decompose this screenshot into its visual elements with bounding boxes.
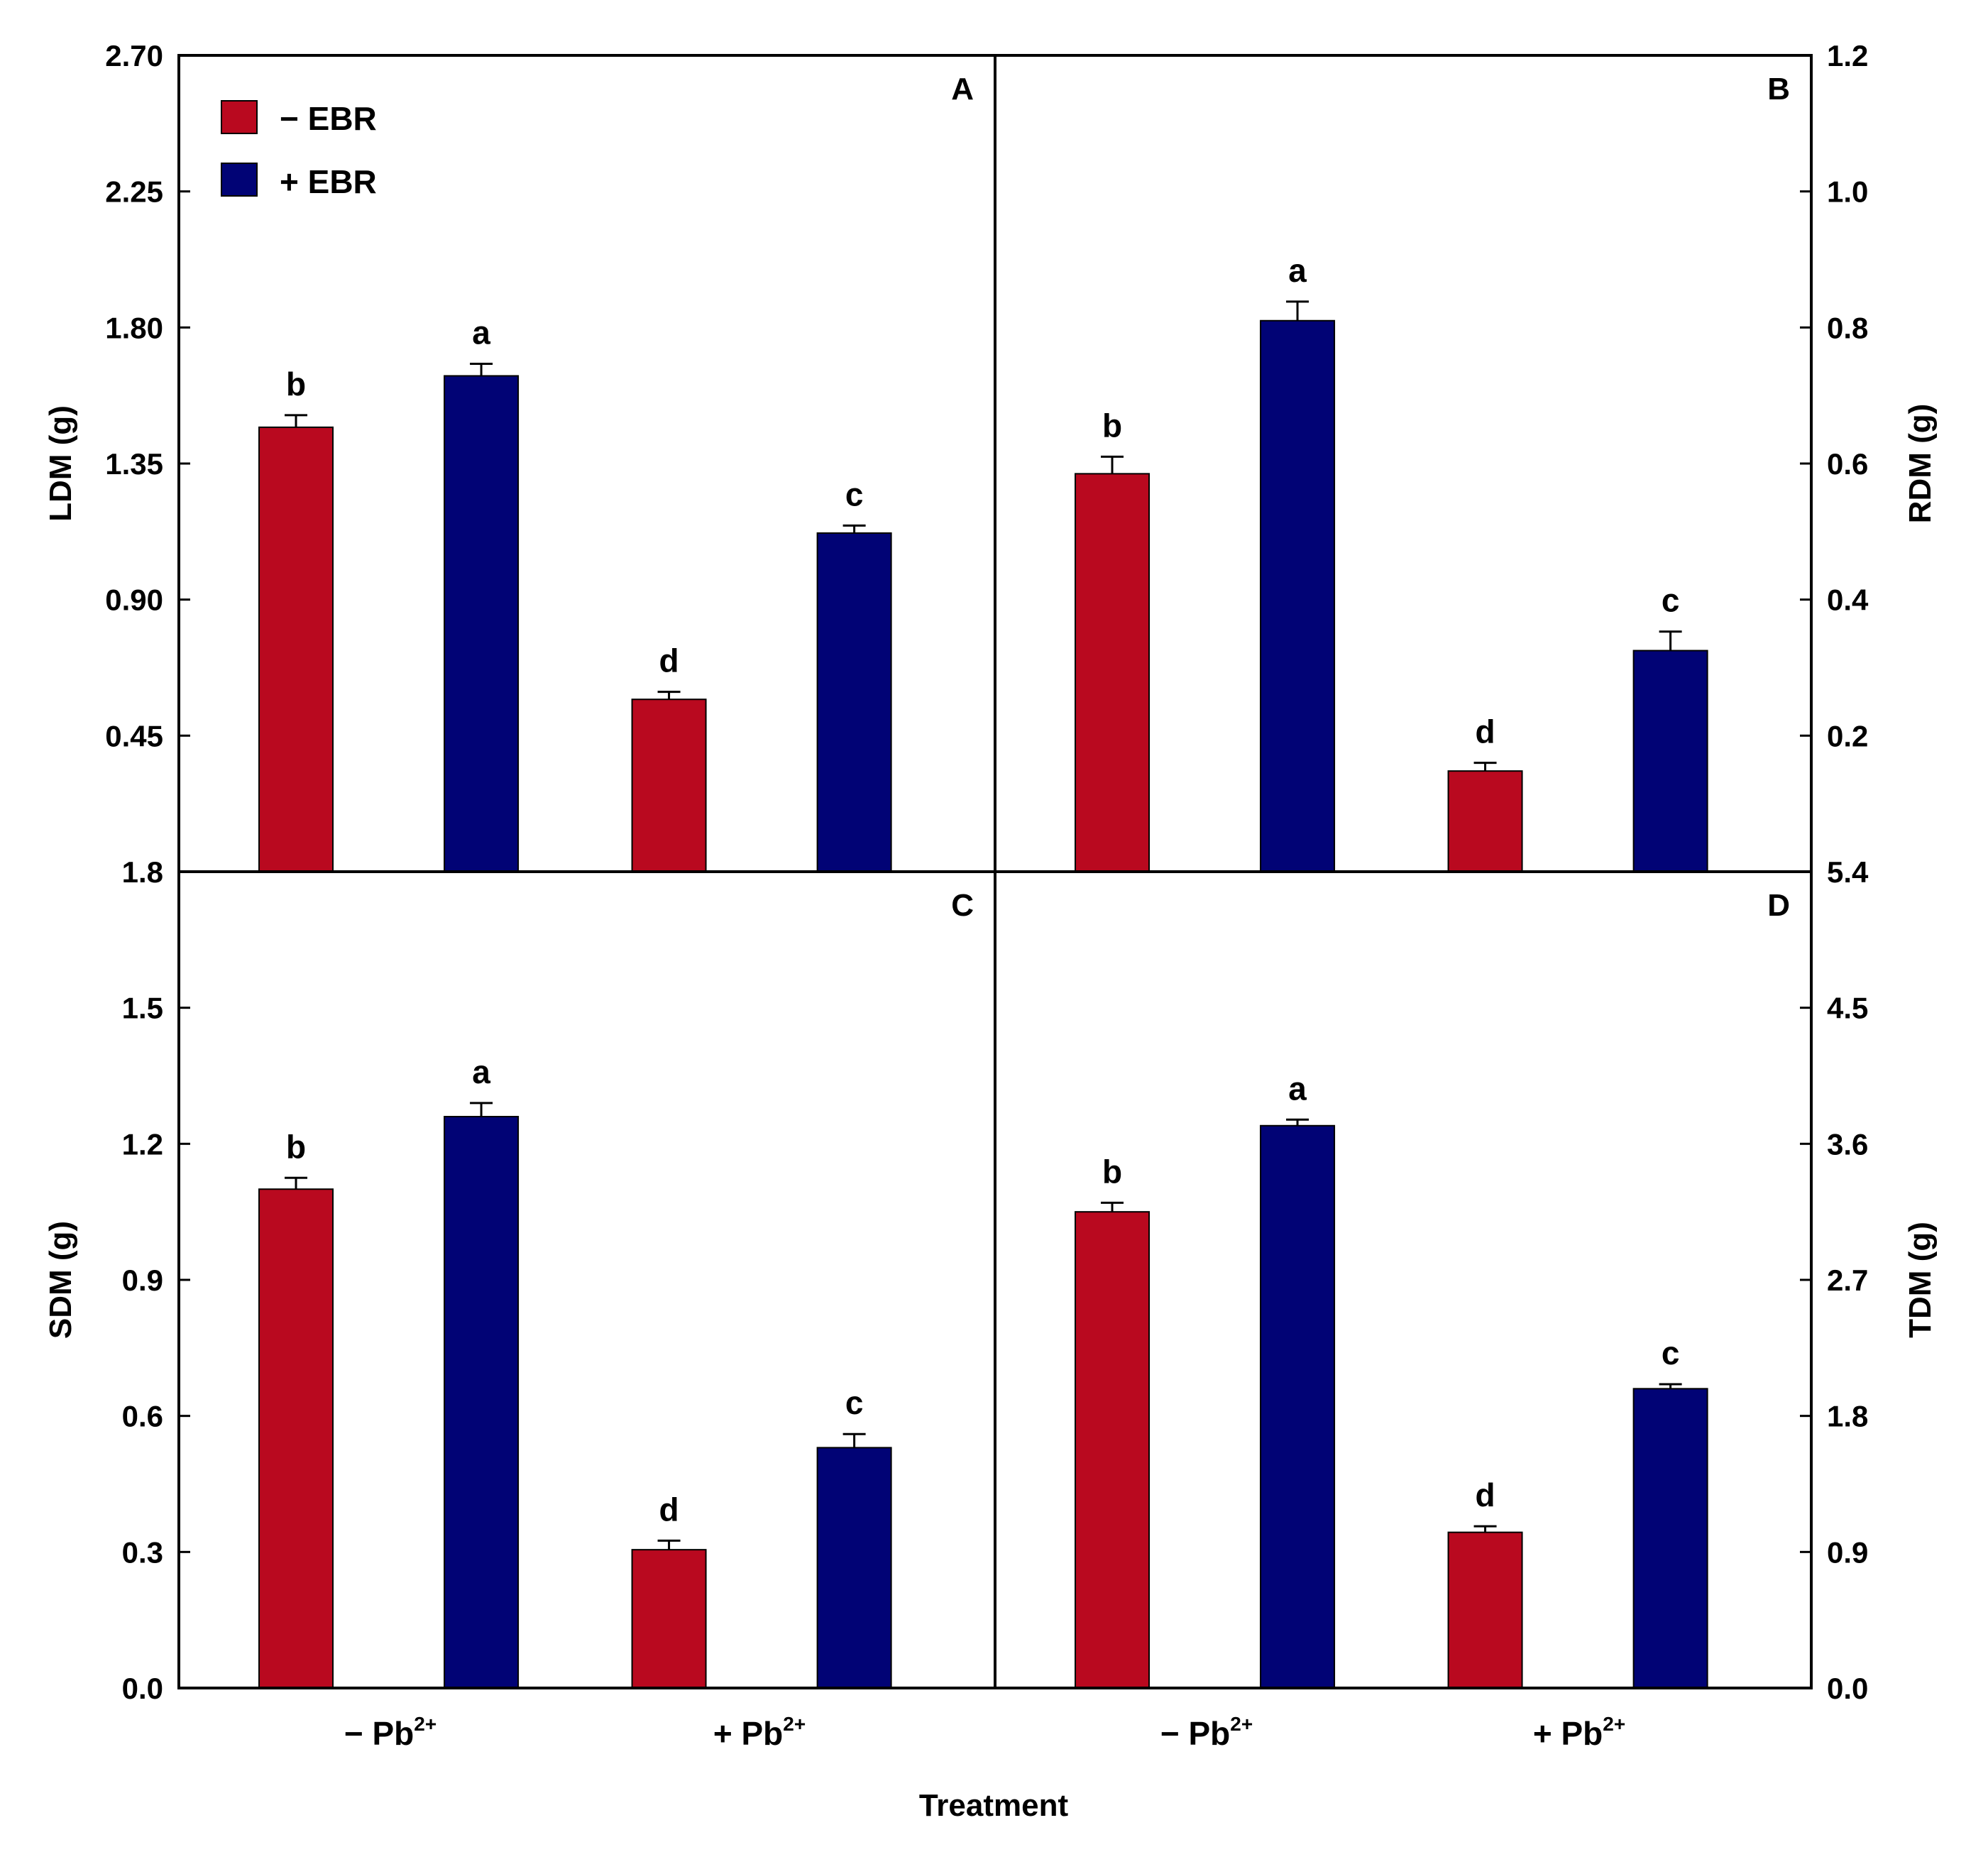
- panel-label-A: A: [951, 72, 974, 106]
- y-tick-label-A: 2.25: [105, 175, 163, 209]
- y-tick-label-B: 1.2: [1827, 39, 1868, 72]
- panel-B: 1.2 1.0 0.8 0.6 0.4 0.2 RDM (g) Bb a d c: [1075, 39, 1938, 873]
- y-tick-label-C: 1.8: [122, 855, 163, 889]
- y-tick-label-A: 1.80: [105, 311, 163, 344]
- significance-letter-B: b: [1102, 407, 1122, 444]
- bar-A-plus-ebr-plus-pb: [816, 532, 892, 872]
- x-category-minus-pb-right: − Pb2+: [1160, 1713, 1253, 1752]
- figure-frame: [177, 54, 1813, 1689]
- significance-letter-D: c: [1662, 1335, 1680, 1371]
- y-tick-label-A: 0.90: [105, 583, 163, 617]
- y-tick-label-D: 0.9: [1827, 1535, 1868, 1569]
- bar-C-plus-ebr-plus-pb: [816, 1447, 892, 1689]
- y-tick-label-C: 1.5: [122, 992, 163, 1025]
- significance-letter-A: d: [659, 642, 679, 679]
- panel-D: 5.4 4.5 3.6 2.7 1.8 0.9 0.0 TDM (g) Db a d c: [1075, 855, 1938, 1705]
- y-tick-label-D: 0.0: [1827, 1672, 1868, 1705]
- y-tick-label-D: 4.5: [1827, 992, 1868, 1025]
- y-tick-label-C: 1.2: [122, 1127, 163, 1161]
- panel-A: 2.70 2.25 1.80 1.35 0.90 0.45 LDM (g) Ab a d c: [43, 39, 974, 872]
- bar-A-minus-ebr-minus-pb: [258, 426, 334, 872]
- y-tick-label-A: 1.35: [105, 447, 163, 481]
- significance-letter-B: a: [1288, 252, 1307, 289]
- panel-label-C: C: [951, 888, 974, 923]
- y-tick-label-C: 0.0: [122, 1672, 163, 1705]
- significance-letter-A: a: [472, 314, 490, 351]
- significance-letter-D: d: [1476, 1476, 1495, 1513]
- y-tick-label-B: 1.0: [1827, 175, 1868, 209]
- significance-letter-D: a: [1288, 1070, 1307, 1107]
- significance-letter-A: c: [845, 476, 864, 513]
- y-tick-label-C: 0.9: [122, 1264, 163, 1297]
- panel-C: 1.8 1.5 1.2 0.9 0.6 0.3 0.0 SDM (g) Cb a d c: [43, 855, 974, 1705]
- x-category-minus-pb-left: − Pb2+: [344, 1713, 436, 1752]
- y-tick-label-C: 0.6: [122, 1400, 163, 1433]
- significance-letter-B: c: [1662, 582, 1680, 619]
- y-tick-label-D: 2.7: [1827, 1264, 1868, 1297]
- x-category-plus-pb-left: + Pb2+: [713, 1713, 806, 1752]
- panel-label-D: D: [1767, 888, 1790, 923]
- significance-letter-C: b: [286, 1128, 306, 1165]
- y-tick-label-D: 5.4: [1827, 855, 1869, 889]
- significance-letter-C: c: [845, 1384, 864, 1421]
- bar-D-plus-ebr-minus-pb: [1260, 1124, 1336, 1689]
- x-axis-title: Treatment: [919, 1788, 1069, 1823]
- y-tick-label-A: 2.70: [105, 39, 163, 72]
- y-tick-label-B: 0.2: [1827, 719, 1868, 752]
- significance-letter-D: b: [1102, 1153, 1122, 1190]
- legend-swatch-minus-ebr: [221, 100, 258, 134]
- y-axis-title-B: RDM (g): [1903, 404, 1938, 524]
- y-tick-label-B: 0.8: [1827, 311, 1868, 344]
- bar-B-plus-ebr-plus-pb: [1632, 650, 1708, 873]
- x-category-labels: − Pb2+ + Pb2+ − Pb2+ + Pb2+: [344, 1713, 1625, 1752]
- bar-C-minus-ebr-plus-pb: [631, 1549, 707, 1689]
- bar-B-minus-ebr-plus-pb: [1447, 770, 1523, 872]
- y-axis-title-C: SDM (g): [43, 1221, 78, 1339]
- y-tick-label-C: 0.3: [122, 1535, 163, 1569]
- legend: − EBR + EBR: [221, 100, 377, 200]
- bar-B-plus-ebr-minus-pb: [1260, 319, 1336, 872]
- bar-D-minus-ebr-plus-pb: [1447, 1531, 1523, 1689]
- significance-letter-B: d: [1476, 713, 1495, 750]
- y-tick-label-B: 0.4: [1827, 583, 1869, 617]
- bar-B-minus-ebr-minus-pb: [1075, 473, 1150, 872]
- significance-letter-C: d: [659, 1491, 679, 1528]
- legend-swatch-plus-ebr: [221, 163, 258, 197]
- y-tick-label-A: 0.45: [105, 719, 163, 752]
- bar-A-minus-ebr-plus-pb: [631, 698, 707, 872]
- y-tick-label-B: 0.6: [1827, 447, 1868, 481]
- bar-D-plus-ebr-plus-pb: [1632, 1388, 1708, 1689]
- bar-A-plus-ebr-minus-pb: [444, 375, 520, 872]
- significance-letter-C: a: [472, 1053, 490, 1090]
- panel-label-B: B: [1767, 72, 1790, 106]
- legend-label-minus-ebr: − EBR: [280, 100, 377, 137]
- bar-D-minus-ebr-minus-pb: [1075, 1211, 1150, 1689]
- bar-C-plus-ebr-minus-pb: [444, 1116, 520, 1689]
- y-axis-title-A: LDM (g): [43, 405, 78, 522]
- y-axis-title-D: TDM (g): [1903, 1222, 1938, 1338]
- y-tick-label-D: 3.6: [1827, 1127, 1868, 1161]
- significance-letter-A: b: [286, 366, 306, 402]
- x-category-plus-pb-right: + Pb2+: [1533, 1713, 1625, 1752]
- bar-C-minus-ebr-minus-pb: [258, 1188, 334, 1689]
- legend-label-plus-ebr: + EBR: [280, 163, 377, 200]
- y-tick-label-D: 1.8: [1827, 1400, 1868, 1433]
